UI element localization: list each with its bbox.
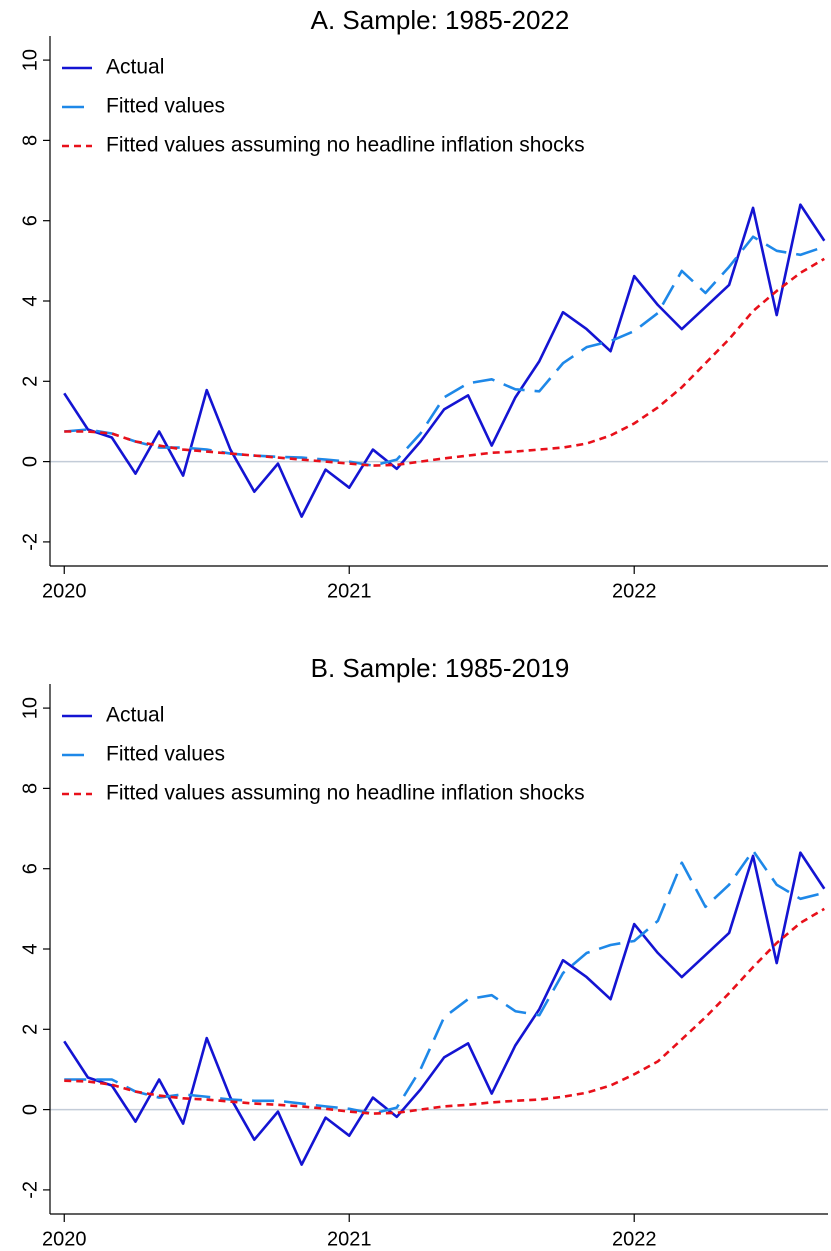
legend-label: Actual	[106, 704, 164, 727]
legend-label: Fitted values assuming no headline infla…	[106, 782, 585, 805]
x-tick-label: 2021	[327, 580, 372, 602]
x-tick-label: 2020	[42, 1228, 87, 1250]
y-tick-label: 8	[19, 783, 41, 794]
series-line	[64, 257, 825, 467]
panel: B. Sample: 1985-2019 -2 0 2 4 6 8 10 2020 2021 202…	[19, 653, 828, 1250]
chart-title: A. Sample: 1985-2022	[311, 5, 570, 35]
x-tick-label: 2021	[327, 1228, 372, 1250]
legend-label: Fitted values	[106, 95, 225, 118]
x-tick-label: 2020	[42, 580, 87, 602]
panel: A. Sample: 1985-2022 -2 0 2 4 6 8 10 2020 2021 202…	[19, 5, 828, 602]
y-tick-label: 10	[19, 49, 41, 71]
y-tick-label: 4	[19, 943, 41, 954]
series-line	[64, 907, 825, 1115]
y-tick-label: 2	[19, 1024, 41, 1035]
y-tick-label: 10	[19, 697, 41, 719]
y-tick-label: 6	[19, 863, 41, 874]
y-tick-label: 6	[19, 215, 41, 226]
series-line	[64, 849, 825, 1115]
y-tick-label: 2	[19, 376, 41, 387]
x-tick-label: 2022	[612, 1228, 657, 1250]
y-tick-label: 0	[19, 456, 41, 467]
y-tick-label: 4	[19, 295, 41, 306]
legend-label: Fitted values	[106, 743, 225, 766]
legend-label: Actual	[106, 56, 164, 79]
y-tick-label: 0	[19, 1104, 41, 1115]
series-line	[64, 235, 825, 467]
series-line	[63, 203, 826, 518]
legend-label: Fitted values assuming no headline infla…	[106, 134, 585, 157]
y-tick-label: -2	[19, 1181, 41, 1199]
series-line	[63, 851, 826, 1166]
chart-title: B. Sample: 1985-2019	[311, 653, 570, 683]
x-tick-label: 2022	[612, 580, 657, 602]
y-tick-label: -2	[19, 533, 41, 551]
y-tick-label: 8	[19, 135, 41, 146]
